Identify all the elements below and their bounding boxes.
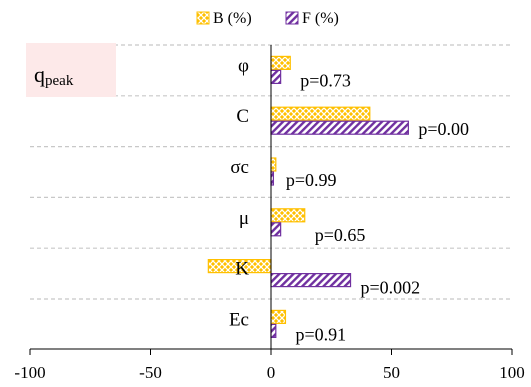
bar-f xyxy=(270,273,352,288)
legend-label-b: B (%) xyxy=(213,10,252,27)
bar-f xyxy=(270,222,282,237)
category-labels: φ Cσc μ K Ec xyxy=(229,55,249,330)
p-value-labels: p=0.73 p=0.00 p=0.99 p=0.65 p=0.002 p=0.91 xyxy=(286,70,469,344)
p-value-label: p=0.99 xyxy=(286,170,337,190)
bar-f xyxy=(270,120,409,135)
bars xyxy=(207,55,409,338)
bar-b xyxy=(270,106,371,121)
x-tick-label: -50 xyxy=(139,363,162,382)
bar-b xyxy=(270,55,291,71)
legend-label-f: F (%) xyxy=(302,10,339,27)
bar-f xyxy=(270,323,277,338)
p-value-label: p=0.91 xyxy=(295,324,346,344)
p-value-label: p=0.002 xyxy=(361,278,421,298)
category-label: C xyxy=(236,106,249,127)
p-value-label: p=0.00 xyxy=(418,119,469,139)
category-label: K xyxy=(235,259,249,280)
legend-swatch-b xyxy=(196,11,210,25)
bar-f xyxy=(270,69,282,85)
legend: B (%) F (%) xyxy=(196,10,339,27)
bar-b xyxy=(270,309,287,324)
category-label: σc xyxy=(230,157,249,178)
p-value-label: p=0.73 xyxy=(300,70,351,90)
category-label: Ec xyxy=(229,309,249,330)
x-axis: -100 -50 0 50 100 xyxy=(14,45,525,382)
x-tick-label: 0 xyxy=(267,363,276,382)
x-tick-label: 50 xyxy=(383,363,400,382)
panel-label-box xyxy=(26,43,116,97)
panel-label: qpeak xyxy=(34,62,74,89)
legend-swatch-f xyxy=(285,11,299,25)
x-tick-label: -100 xyxy=(14,363,45,382)
panel-label-subscript: peak xyxy=(45,73,74,89)
bar-b xyxy=(270,157,277,172)
panel-label-main: q xyxy=(34,62,45,87)
category-label: φ xyxy=(238,55,249,76)
bar-b xyxy=(270,208,306,223)
p-value-label: p=0.65 xyxy=(315,225,366,245)
category-label: μ xyxy=(239,208,249,229)
x-tick-label: 100 xyxy=(499,363,525,382)
